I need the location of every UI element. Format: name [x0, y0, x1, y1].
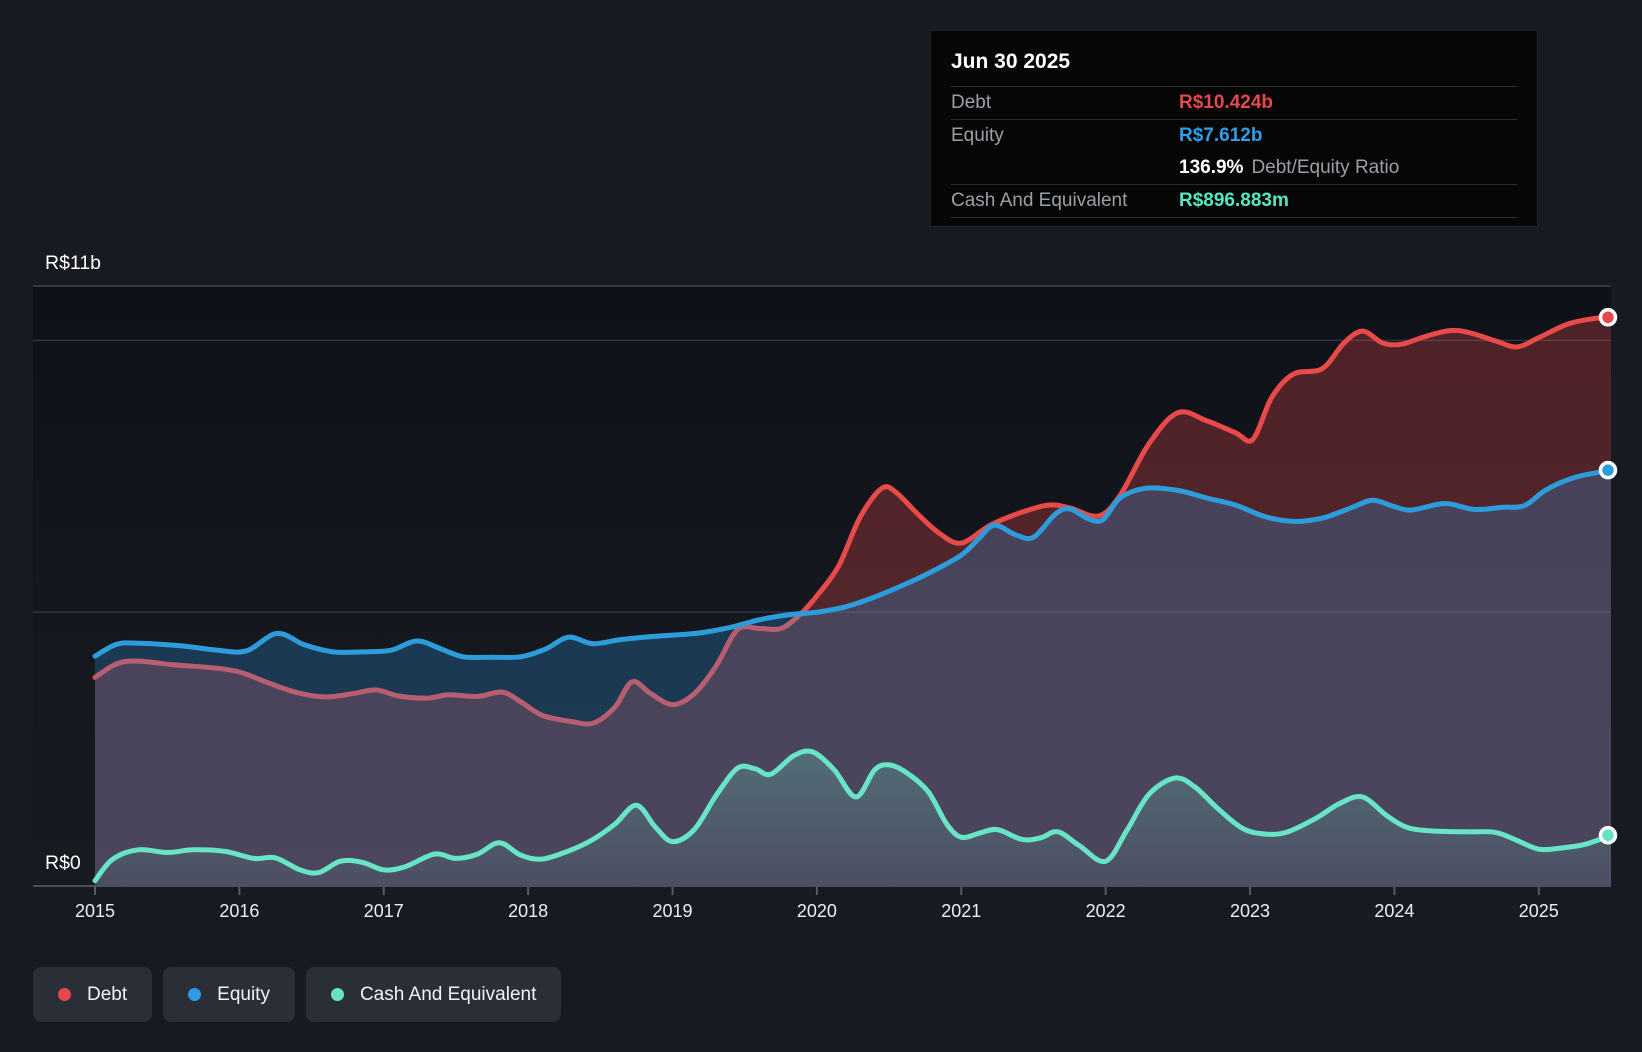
x-axis-label-2020: 2020	[797, 901, 837, 921]
cash-area-fill	[95, 750, 1611, 886]
equity-line	[92, 467, 1614, 661]
legend-chip-equity[interactable]: Equity	[163, 967, 295, 1022]
equity-area-fill	[95, 470, 1611, 886]
y-axis-label-0b: R$0	[45, 852, 81, 874]
equity-series-dot-icon	[188, 988, 202, 1001]
tooltip-date: Jun 30 2025	[951, 44, 1517, 87]
cash-line	[92, 748, 1614, 884]
x-axis-label-2019: 2019	[652, 901, 692, 921]
y-axis-label-11b: R$11b	[45, 252, 101, 274]
tooltip-cash-value: R$896.883m	[1179, 190, 1289, 211]
x-axis-label-2022: 2022	[1086, 901, 1126, 921]
debt-series-dot-icon	[58, 988, 71, 1001]
tooltip-equity-label: Equity	[951, 125, 1004, 146]
tooltip-debt-value: R$10.424b	[1179, 92, 1274, 113]
x-axis-label-2023: 2023	[1230, 901, 1270, 921]
legend-cash-label: Cash And Equivalent	[359, 983, 537, 1005]
tooltip-row-equity: Equity R$7.612b	[951, 119, 1517, 152]
x-axis-label-2016: 2016	[219, 901, 259, 921]
legend-debt-label: Debt	[87, 983, 128, 1005]
x-axis-label-2017: 2017	[364, 901, 404, 921]
tooltip-equity-value: R$7.612b	[1179, 125, 1263, 146]
tooltip-ratio-value: 136.9%	[1179, 157, 1244, 178]
tooltip-debt-label: Debt	[951, 92, 992, 113]
chart-tooltip: Jun 30 2025 Debt R$10.424b Equity R$7.61…	[930, 30, 1538, 227]
cash-endpoint-marker[interactable]	[1598, 825, 1618, 845]
equity-endpoint-marker[interactable]	[1598, 460, 1618, 480]
chart-legend: Debt Equity Cash And Equivalent	[33, 967, 562, 1022]
debt-line	[92, 314, 1614, 727]
x-axis-label-2015: 2015	[75, 901, 115, 921]
x-axis-label-2018: 2018	[508, 901, 548, 921]
tooltip-row-ratio: 136.9% Debt/Equity Ratio	[951, 152, 1517, 184]
tooltip-row-cash: Cash And Equivalent R$896.883m	[951, 184, 1517, 218]
debt-endpoint-marker[interactable]	[1598, 308, 1618, 327]
cash-series-dot-icon	[330, 988, 344, 1001]
legend-chip-cash[interactable]: Cash And Equivalent	[305, 967, 562, 1022]
x-axis-label-2025: 2025	[1519, 901, 1559, 921]
x-axis-label-2021: 2021	[941, 901, 981, 921]
legend-chip-debt[interactable]: Debt	[33, 967, 153, 1022]
tooltip-cash-label: Cash And Equivalent	[951, 190, 1128, 211]
debt-area-fill	[95, 317, 1611, 886]
legend-equity-label: Equity	[217, 983, 270, 1005]
tooltip-ratio-label: Debt/Equity Ratio	[1251, 157, 1400, 178]
x-axis-label-2024: 2024	[1374, 901, 1414, 921]
tooltip-row-debt: Debt R$10.424b	[951, 87, 1517, 119]
